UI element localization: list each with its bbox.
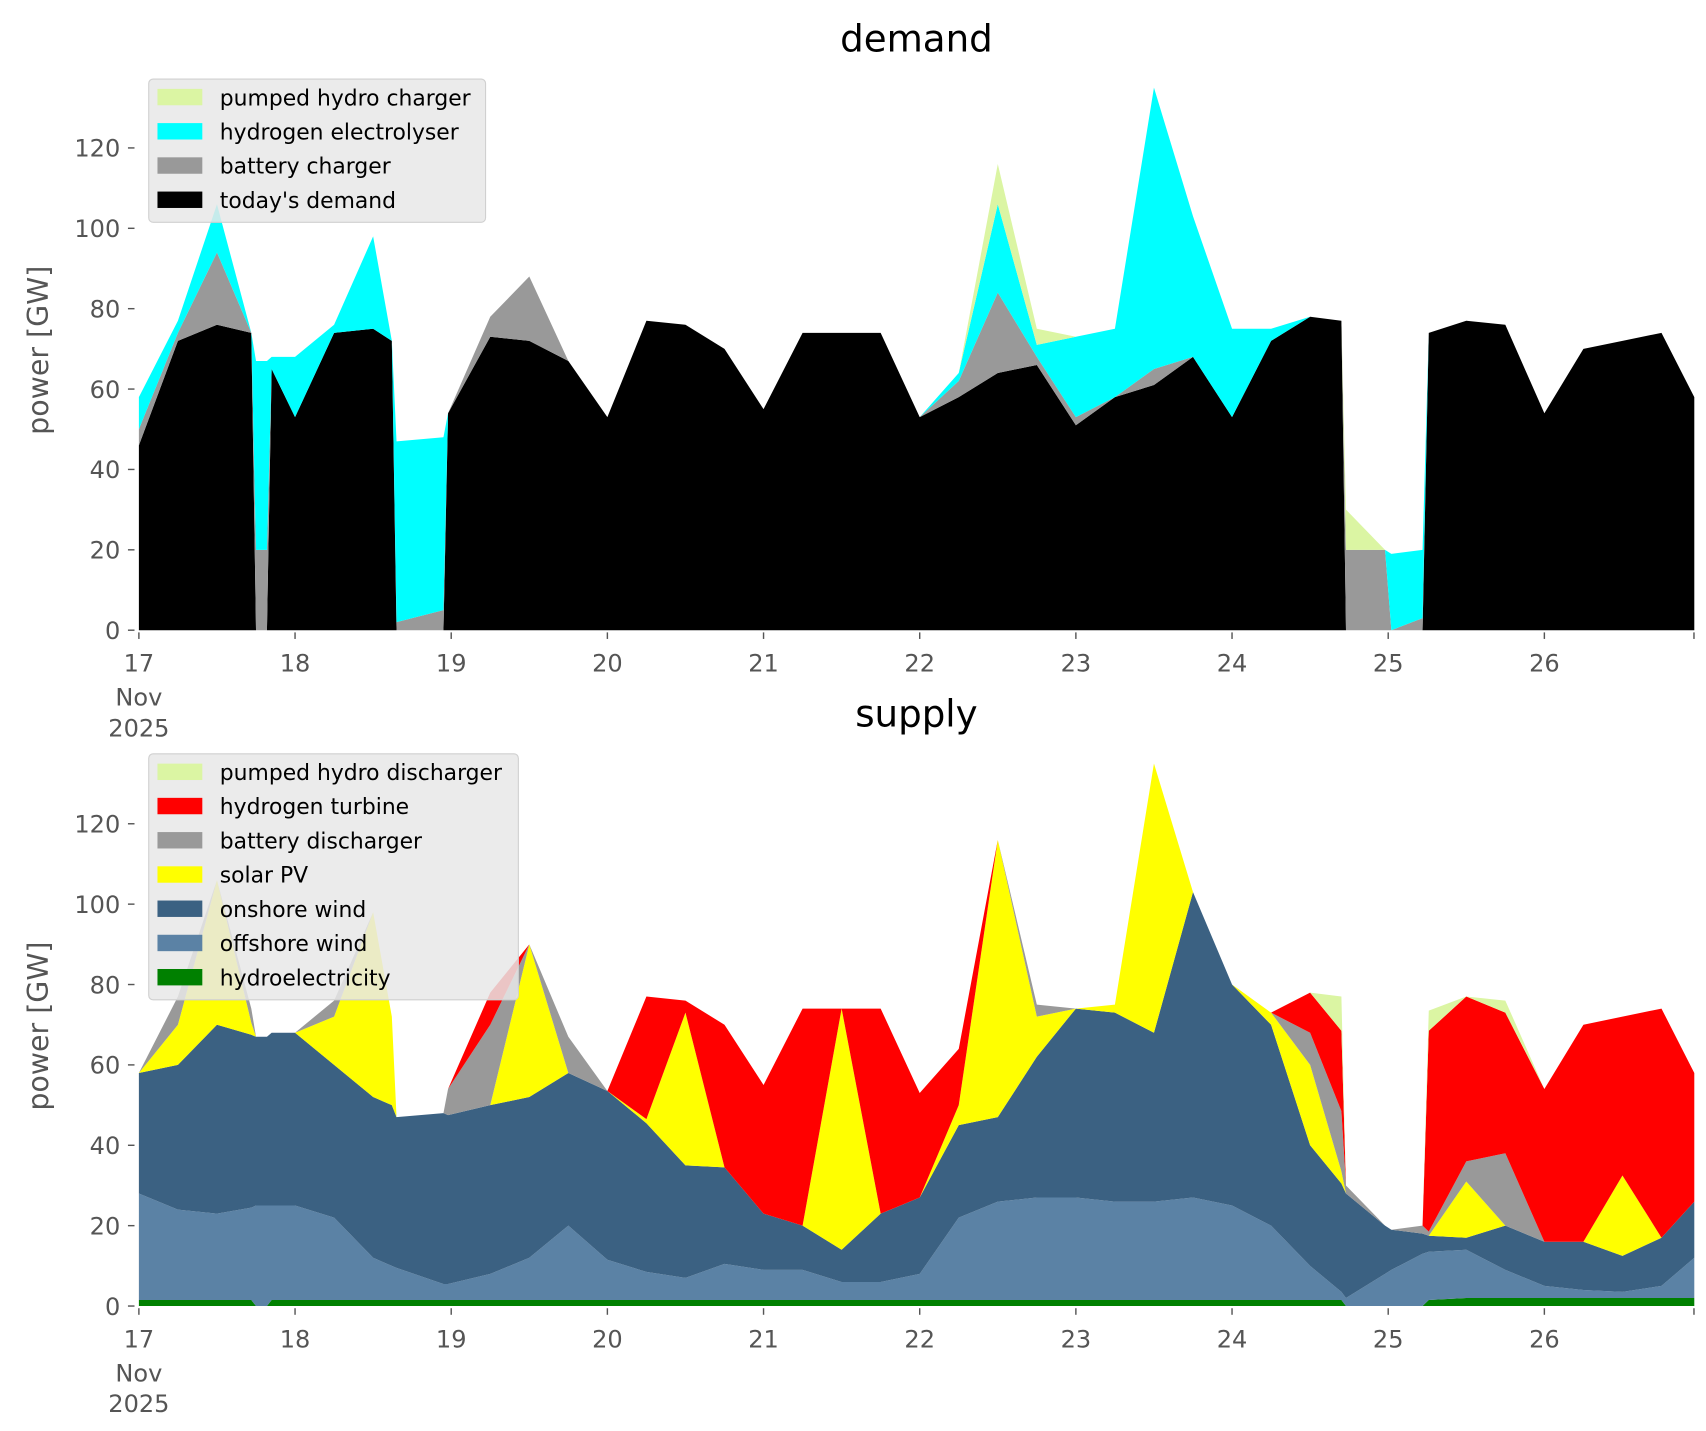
x-tick-label: 26 <box>1529 1326 1560 1354</box>
y-tick-label: 0 <box>105 1293 120 1321</box>
y-axis-label: power [GW] <box>22 941 55 1110</box>
chart-title: supply <box>855 691 977 735</box>
x-tick-label: 25 <box>1373 650 1404 678</box>
legend-label: battery charger <box>220 155 391 180</box>
x-tick-label: 23 <box>1061 650 1092 678</box>
x-tick-label: 24 <box>1217 650 1248 678</box>
area-hydrogen-turbine <box>138 763 1695 1242</box>
area-onshore-wind <box>138 892 1695 1299</box>
legend-item: pumped hydro discharger <box>157 761 502 786</box>
legend-swatch <box>157 797 203 815</box>
legend-item: battery charger <box>157 155 391 180</box>
legend-item: battery discharger <box>157 829 422 854</box>
legend-item: solar PV <box>157 864 308 889</box>
x-date-sublabel: Nov <box>115 684 162 712</box>
area-today-s-demand <box>138 316 1695 631</box>
y-tick-label: 20 <box>90 537 121 565</box>
legend-swatch <box>157 934 203 952</box>
x-tick-label: 20 <box>592 1326 623 1354</box>
x-tick-label: 21 <box>748 650 779 678</box>
x-date-sublabel: 2025 <box>108 714 169 742</box>
legend-label: battery discharger <box>220 829 422 854</box>
legend-label: hydrogen turbine <box>220 795 409 820</box>
area-hydroelectricity <box>138 1298 1695 1307</box>
legend-swatch <box>157 123 203 140</box>
y-tick-label: 100 <box>74 891 120 919</box>
legend-swatch <box>157 88 203 106</box>
legend-item: offshore wind <box>157 932 367 957</box>
legend-item: pumped hydro charger <box>157 86 471 111</box>
x-tick-label: 22 <box>904 650 935 678</box>
y-axis-label: power [GW] <box>22 266 55 435</box>
legend-label: today's demand <box>220 189 396 214</box>
legend-label: pumped hydro discharger <box>220 761 502 786</box>
y-tick-label: 120 <box>74 135 120 163</box>
legend-box <box>148 753 519 1001</box>
x-tick-label: 21 <box>748 1326 779 1354</box>
y-tick-label: 20 <box>90 1212 121 1240</box>
y-tick-label: 40 <box>90 456 121 484</box>
x-date-sublabel: Nov <box>115 1359 162 1387</box>
legend-item: onshore wind <box>157 898 366 923</box>
legend-item: hydrogen electrolyser <box>157 121 459 146</box>
x-tick-label: 23 <box>1061 1326 1092 1354</box>
x-tick-label: 18 <box>280 650 311 678</box>
legend-swatch <box>157 832 203 849</box>
y-tick-label: 80 <box>90 971 121 999</box>
area-offshore-wind <box>138 1193 1695 1307</box>
legend-swatch <box>157 866 203 883</box>
y-tick-label: 100 <box>74 215 120 243</box>
legend-label: solar PV <box>220 864 308 889</box>
legend-label: onshore wind <box>220 898 366 923</box>
y-tick-label: 0 <box>105 617 120 645</box>
x-tick-label: 17 <box>124 1326 155 1354</box>
x-date-sublabel: 2025 <box>108 1390 169 1418</box>
legend-swatch <box>157 763 203 781</box>
legend-label: offshore wind <box>220 932 368 957</box>
legend-swatch <box>157 191 203 208</box>
legend-label: hydrogen electrolyser <box>220 121 459 146</box>
x-tick-label: 24 <box>1217 1326 1248 1354</box>
legend-label: pumped hydro charger <box>220 86 471 111</box>
x-tick-label: 26 <box>1529 650 1560 678</box>
x-tick-label: 25 <box>1373 1326 1404 1354</box>
x-tick-label: 19 <box>436 1326 467 1354</box>
legend-swatch <box>157 968 203 986</box>
legend-label: hydroelectricity <box>220 966 391 991</box>
legend-item: today's demand <box>157 189 396 214</box>
x-tick-label: 18 <box>280 1326 311 1354</box>
legend-swatch <box>157 157 203 174</box>
legend-swatch <box>157 900 203 917</box>
y-tick-label: 40 <box>90 1132 121 1160</box>
x-tick-label: 20 <box>592 650 623 678</box>
legend-item: hydrogen turbine <box>157 795 409 820</box>
x-tick-label: 17 <box>124 650 155 678</box>
y-tick-label: 60 <box>90 1052 121 1080</box>
legend: pumped hydro discharger hydrogen turbine b… <box>148 753 519 1001</box>
legend-item: hydroelectricity <box>157 966 391 991</box>
chart-title: demand <box>840 17 993 61</box>
x-tick-label: 19 <box>436 650 467 678</box>
y-tick-label: 80 <box>90 295 121 323</box>
legend-box <box>148 78 487 223</box>
x-tick-label: 22 <box>904 1326 935 1354</box>
y-tick-label: 120 <box>74 811 120 839</box>
y-tick-label: 60 <box>90 376 121 404</box>
legend: pumped hydro charger hydrogen electrolyse… <box>148 78 487 223</box>
